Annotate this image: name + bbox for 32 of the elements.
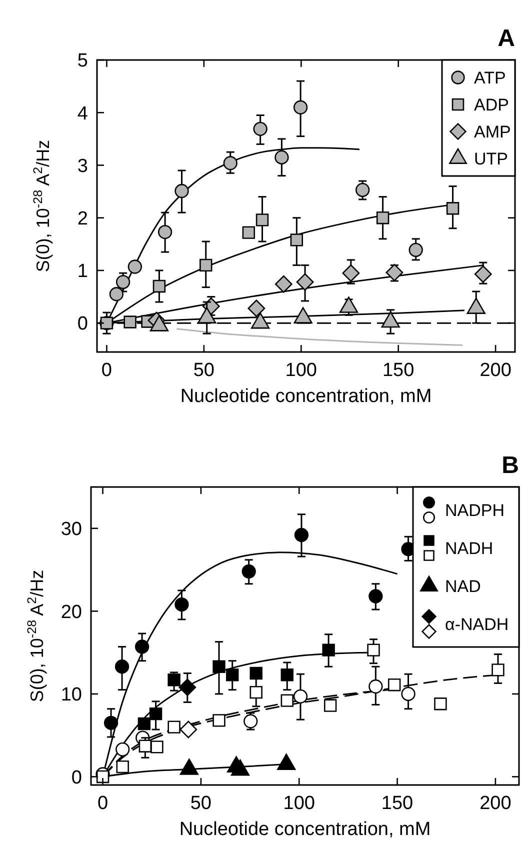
x-tick-label: 150 — [382, 360, 414, 381]
y-tick-label: 30 — [60, 519, 82, 540]
legend-label: ATP — [474, 68, 506, 88]
legend-label: NAD — [445, 576, 481, 596]
y-tick-label: 1 — [77, 261, 88, 282]
x-axis-title: Nucleotide concentration, mM — [179, 819, 431, 840]
x-tick-label: 100 — [283, 793, 315, 814]
legend-label: UTP — [474, 149, 508, 168]
x-tick-label: 50 — [190, 793, 212, 814]
legend-label: ADP — [474, 95, 509, 114]
x-tick-label: 50 — [193, 360, 214, 381]
x-tick-label: 0 — [101, 360, 112, 381]
y-tick-label: 10 — [60, 684, 82, 706]
y-tick-label: 3 — [77, 156, 88, 177]
legend-label: NADH — [445, 538, 494, 558]
y-tick-label: 4 — [77, 103, 88, 124]
chart-title: B — [502, 452, 519, 479]
x-tick-label: 200 — [480, 793, 512, 814]
legend-label: α-NADH — [445, 614, 509, 634]
y-tick-label: 5 — [77, 50, 88, 72]
x-tick-label: 150 — [381, 793, 414, 814]
x-axis-title: Nucleotide concentration, mM — [180, 386, 432, 407]
y-tick-label: 2 — [77, 208, 88, 230]
chart-title: A — [498, 25, 515, 52]
y-tick-label: 0 — [77, 314, 88, 335]
y-tick-label: 20 — [60, 602, 82, 623]
x-tick-label: 200 — [480, 360, 512, 381]
legend-label: NADPH — [445, 500, 505, 520]
x-tick-label: 100 — [285, 360, 317, 381]
x-tick-label: 0 — [97, 793, 108, 814]
y-tick-label: 0 — [71, 767, 82, 788]
legend-label: AMP — [474, 122, 511, 142]
